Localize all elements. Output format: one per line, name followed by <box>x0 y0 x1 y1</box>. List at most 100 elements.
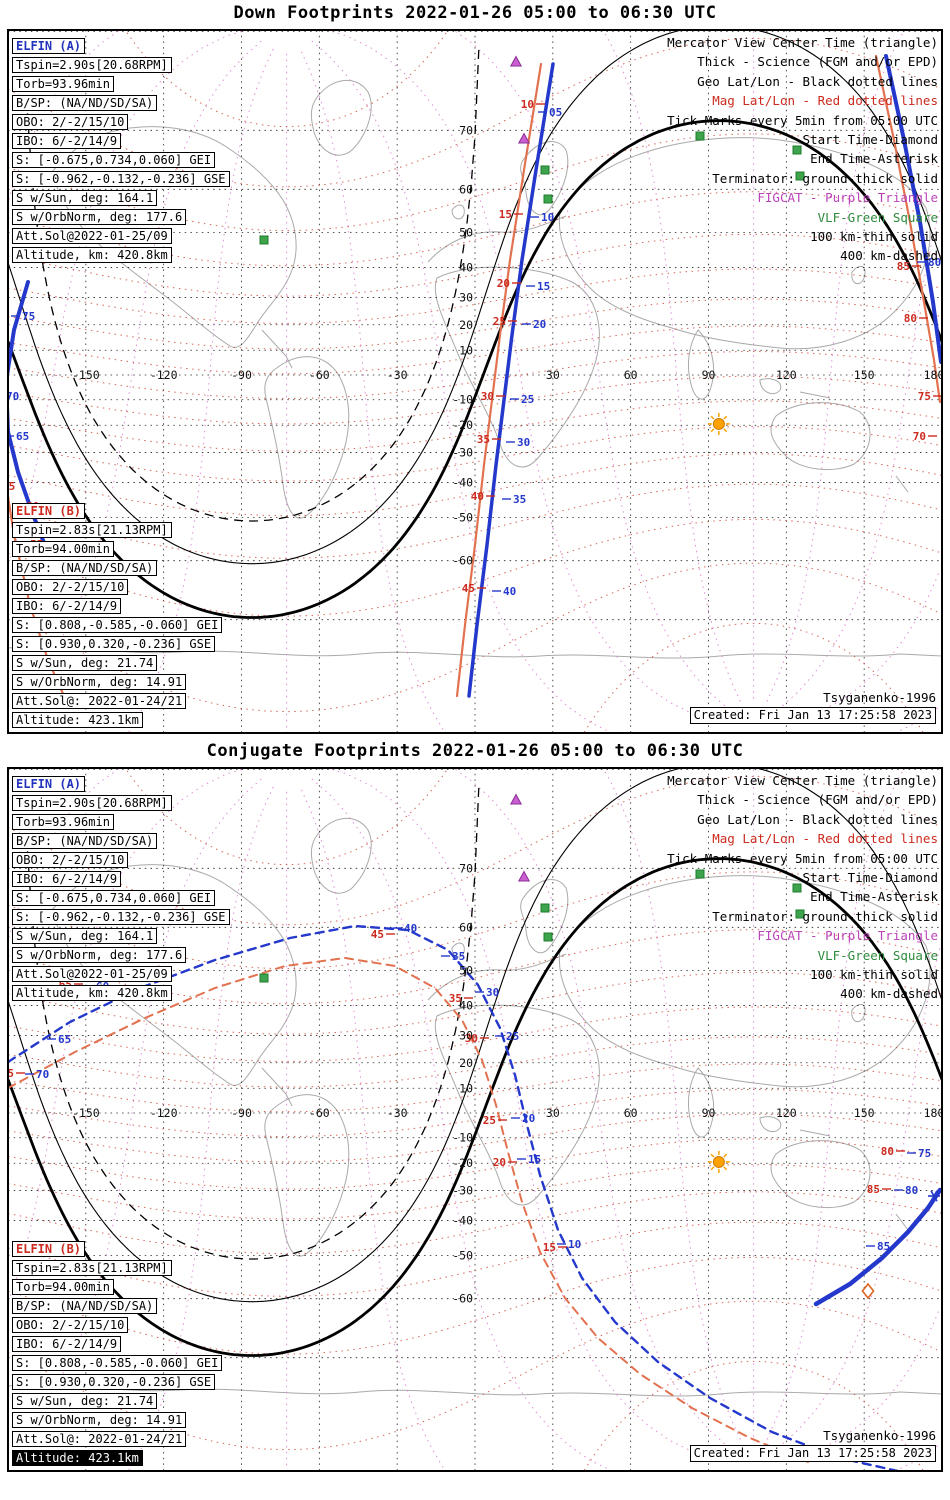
time-tick-label: 75 <box>22 310 35 323</box>
satellite-header: ELFIN (B) <box>12 1241 86 1257</box>
model-credit: Tsyganenko-1996 <box>823 1428 936 1443</box>
mag-latitude-line <box>8 1063 942 1113</box>
coast-path <box>261 1067 293 1107</box>
legend-line: Geo Lat/Lon - Black dotted lines <box>697 73 938 89</box>
longitude-label: 120 <box>776 368 797 382</box>
satellite-info-elfin-b: ELFIN (B) Tspin=2.83s[21.13RPM] Torb=94.00… <box>12 503 223 728</box>
mag-latitude-line <box>8 1113 942 1163</box>
created-credit: Created: Fri Jan 13 17:25:58 2023 <box>689 1445 936 1462</box>
longitude-label: 60 <box>624 368 638 382</box>
terminator-ground <box>8 119 942 619</box>
satellite-info-line: Att.Sol@2022-01-25/09 <box>12 966 172 982</box>
mag-latitude-line <box>8 1221 942 1297</box>
legend-line: 400 km-dashed <box>840 986 938 1002</box>
satellite-info-line: Altitude: 423.1km <box>12 712 143 728</box>
latitude-label: -60 <box>452 1292 473 1306</box>
satellite-header: ELFIN (A) <box>12 776 86 792</box>
satellite-info-line: Torb=94.00min <box>12 1279 114 1295</box>
longitude-label: -150 <box>72 368 100 382</box>
mag-longitude-line <box>452 768 730 1449</box>
coast-path <box>558 137 931 350</box>
coast-path <box>451 942 465 958</box>
legend-line: Thick - Science (FGM and/or EPD) <box>697 54 938 70</box>
terminator-100km <box>8 768 942 1303</box>
mag-longitude-line <box>310 777 614 1471</box>
satellite-info-line: S: [-0.675,0.734,0.060] GEI <box>12 152 216 168</box>
sun-ray <box>723 1166 728 1171</box>
time-tick-label: 40 <box>471 490 484 503</box>
time-tick-label: 40 <box>503 585 516 598</box>
time-tick-label: 15 <box>543 1241 556 1254</box>
satellite-info-elfin-a: ELFIN (A) Tspin=2.90s[20.68RPM] Torb=93.96… <box>12 776 230 1001</box>
mag-longitude-line <box>766 30 906 702</box>
longitude-label: 180 <box>924 368 945 382</box>
coast-path <box>895 475 909 493</box>
longitude-label: -120 <box>150 1106 178 1120</box>
longitude-label: -60 <box>309 1106 330 1120</box>
time-tick-label: 85 <box>897 260 910 273</box>
satellite-info-line: S w/OrbNorm, deg: 14.91 <box>12 674 187 690</box>
mag-longitude-line <box>753 30 755 699</box>
asterisk-stroke <box>930 1190 938 1202</box>
time-tick-label: 70 <box>6 390 19 403</box>
satellite-header: ELFIN (A) <box>12 38 86 54</box>
satellite-info-elfin-a: ELFIN (A) Tspin=2.90s[20.68RPM] Torb=93.96… <box>12 38 230 263</box>
longitude-label: 30 <box>546 1106 560 1120</box>
satellite-info-line: S w/OrbNorm, deg: 14.91 <box>12 1412 187 1428</box>
sun-ray <box>710 428 715 433</box>
satellite-info-line: IBO: 6/-2/14/9 <box>12 1336 122 1352</box>
time-tick-label: 35 <box>449 992 462 1005</box>
longitude-label: -30 <box>387 368 408 382</box>
coast-path <box>264 1094 350 1257</box>
coast-path <box>799 1129 831 1137</box>
map-legend: Mercator View Center Time (triangle) Thic… <box>667 771 938 1004</box>
legend-line: Mercator View Center Time (triangle) <box>667 773 938 788</box>
longitude-label: -150 <box>72 1106 100 1120</box>
legend-line: 400 km-dashed <box>840 248 938 264</box>
time-tick-label: 10 <box>521 98 534 111</box>
satellite-info-line: Altitude, km: 420.8km <box>12 985 172 1001</box>
time-tick-label: 05 <box>549 106 562 119</box>
coast-path <box>8 646 942 659</box>
vlf-square-icon <box>695 131 705 141</box>
mag-latitude-line <box>8 1256 942 1355</box>
start-diamond-icon <box>861 1282 875 1300</box>
time-tick-label: 25 <box>493 315 506 328</box>
figcat-triangle-icon <box>517 132 531 144</box>
mag-latitude-line <box>8 400 942 452</box>
mag-longitude-line <box>299 786 446 1471</box>
sun-icon <box>707 1150 730 1173</box>
time-tick-label: 10 <box>568 1238 581 1251</box>
satellite-info-line: B/SP: (NA/ND/SD/SA) <box>12 833 158 849</box>
mag-latitude-line <box>8 1089 942 1137</box>
latitude-label: -50 <box>452 511 473 525</box>
latitude-label: 60 <box>459 182 473 196</box>
time-tick-label: 30 <box>481 390 494 403</box>
terminator-100km <box>8 30 942 565</box>
satellite-info-line: Tspin=2.83s[21.13RPM] <box>12 522 172 538</box>
latitude-label: 20 <box>459 318 473 332</box>
satellite-info-line: B/SP: (NA/ND/SD/SA) <box>12 95 158 111</box>
mag-latitude-line <box>8 483 942 559</box>
time-tick-label: 80 <box>905 1184 918 1197</box>
coast-path <box>895 1213 909 1231</box>
mag-latitude-line <box>8 971 942 1035</box>
latitude-label: -20 <box>452 418 473 432</box>
coast-path <box>759 1116 782 1133</box>
time-tick-label: 20 <box>533 318 546 331</box>
satellite-info-line: S: [0.808,-0.585,-0.060] GEI <box>12 1355 223 1371</box>
satellite-info-line: Tspin=2.90s[20.68RPM] <box>12 795 172 811</box>
legend-line: Mag Lat/Lon - Red dotted lines <box>712 93 938 109</box>
time-tick-label: 20 <box>493 1156 506 1169</box>
time-tick-label: 35 <box>452 950 465 963</box>
end-asterisk-icon <box>928 1190 940 1202</box>
satellite-info-line: S w/OrbNorm, deg: 177.6 <box>12 947 187 963</box>
longitude-label: -90 <box>231 368 252 382</box>
time-tick-label: 65 <box>2 480 15 493</box>
time-tick-label: 45 <box>462 582 475 595</box>
mag-longitude-line <box>452 30 730 711</box>
vlf-square-icon <box>259 973 269 983</box>
vlf-square-icon <box>543 932 553 942</box>
time-tick-label: 65 <box>16 430 29 443</box>
